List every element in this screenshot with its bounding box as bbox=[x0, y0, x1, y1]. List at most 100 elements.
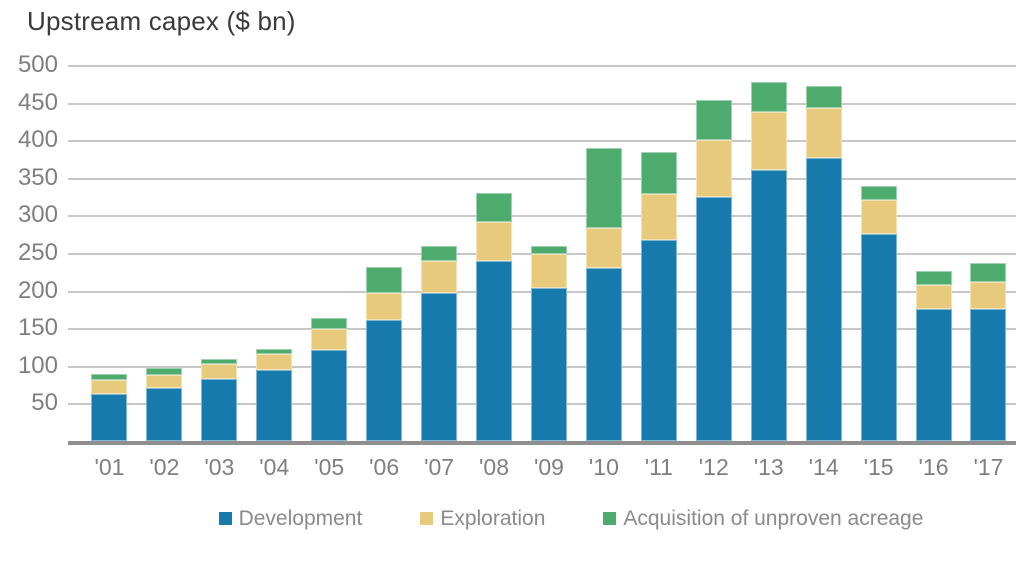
x-tick-label-08: '08 bbox=[479, 454, 510, 480]
bar-slot-12 bbox=[686, 65, 741, 441]
bar-segment-acquisition-12 bbox=[695, 100, 732, 141]
bar-slot-08 bbox=[467, 65, 522, 441]
gridline-400 bbox=[68, 140, 1016, 143]
bar-group-15 bbox=[860, 186, 897, 441]
bar-group-04 bbox=[256, 349, 293, 441]
bar-segment-exploration-10 bbox=[585, 228, 622, 269]
bar-segment-development-08 bbox=[476, 260, 513, 441]
bar-segment-exploration-04 bbox=[256, 353, 293, 370]
y-tick-label-50: 50 bbox=[31, 389, 58, 417]
bar-segment-exploration-11 bbox=[640, 193, 677, 241]
bar-segment-exploration-02 bbox=[146, 374, 183, 389]
bar-segment-exploration-07 bbox=[421, 260, 458, 293]
bar-segment-acquisition-02 bbox=[146, 368, 183, 375]
x-tick-label-07: '07 bbox=[424, 454, 455, 480]
bar-segment-acquisition-11 bbox=[640, 151, 677, 194]
bar-segment-development-02 bbox=[146, 388, 183, 441]
x-tick-label-09: '09 bbox=[533, 454, 564, 480]
legend-item-exploration: Exploration bbox=[420, 508, 545, 529]
bar-segment-exploration-05 bbox=[311, 328, 348, 351]
bar-slot-07 bbox=[412, 65, 467, 441]
bar-segment-development-17 bbox=[970, 309, 1007, 441]
bar-group-05 bbox=[311, 317, 348, 441]
x-tick-label-12: '12 bbox=[698, 454, 729, 480]
bar-segment-development-05 bbox=[311, 350, 348, 441]
x-tick-label-15: '15 bbox=[863, 454, 894, 480]
y-tick-label-100: 100 bbox=[17, 351, 58, 379]
bar-segment-acquisition-16 bbox=[915, 271, 952, 285]
bar-segment-exploration-03 bbox=[201, 363, 238, 379]
x-tick-label-03: '03 bbox=[204, 454, 235, 480]
x-tick-label-16: '16 bbox=[918, 454, 949, 480]
bar-segment-development-15 bbox=[860, 234, 897, 441]
gridline-350 bbox=[68, 177, 1016, 180]
bar-segment-development-13 bbox=[750, 170, 787, 441]
bar-segment-exploration-14 bbox=[805, 107, 842, 159]
bar-group-07 bbox=[421, 245, 458, 441]
legend-swatch-exploration-icon bbox=[420, 512, 434, 525]
bar-segment-acquisition-07 bbox=[421, 245, 458, 261]
bar-slot-05 bbox=[302, 65, 357, 441]
bar-segment-development-09 bbox=[530, 288, 567, 441]
bars-container bbox=[82, 65, 1016, 441]
legend-item-development: Development bbox=[218, 507, 363, 530]
x-tick-label-06: '06 bbox=[369, 454, 400, 480]
bar-segment-exploration-16 bbox=[915, 284, 952, 310]
bar-group-10 bbox=[585, 148, 622, 441]
bar-group-08 bbox=[476, 192, 513, 441]
legend-swatch-acquisition-icon bbox=[603, 512, 617, 525]
y-tick-label-500: 500 bbox=[17, 51, 58, 78]
bar-segment-development-12 bbox=[695, 196, 732, 441]
y-tick-label-350: 350 bbox=[17, 163, 58, 191]
legend-label-development: Development bbox=[238, 507, 363, 530]
bar-group-11 bbox=[640, 151, 677, 441]
bar-group-12 bbox=[695, 100, 732, 441]
x-tick-label-02: '02 bbox=[149, 454, 180, 480]
gridline-450 bbox=[68, 102, 1016, 105]
bar-segment-acquisition-01 bbox=[91, 374, 128, 381]
chart-title: Upstream capex ($ bn) bbox=[27, 6, 296, 36]
bar-group-02 bbox=[146, 368, 183, 441]
bar-slot-15 bbox=[851, 65, 906, 441]
y-tick-label-150: 150 bbox=[17, 314, 58, 342]
y-tick-label-400: 400 bbox=[17, 126, 58, 154]
bar-segment-acquisition-15 bbox=[860, 186, 897, 200]
bar-slot-09 bbox=[522, 65, 577, 441]
bar-slot-11 bbox=[631, 65, 686, 441]
bar-group-14 bbox=[805, 86, 842, 441]
bar-segment-exploration-17 bbox=[970, 282, 1007, 310]
x-tick-label-05: '05 bbox=[314, 454, 345, 480]
legend-item-acquisition: Acquisition of unproven acreage bbox=[603, 508, 923, 529]
bar-segment-exploration-06 bbox=[366, 292, 403, 320]
x-tick-label-13: '13 bbox=[753, 454, 784, 480]
y-tick-label-200: 200 bbox=[17, 276, 58, 304]
bar-segment-development-03 bbox=[201, 378, 238, 441]
bar-group-17 bbox=[970, 262, 1007, 441]
bar-segment-development-14 bbox=[805, 158, 842, 441]
x-axis-line bbox=[68, 441, 1016, 445]
bar-slot-14 bbox=[796, 65, 851, 441]
x-tick-label-10: '10 bbox=[588, 454, 619, 480]
plot-area bbox=[68, 65, 1016, 445]
bar-segment-exploration-13 bbox=[750, 112, 787, 171]
bar-segment-exploration-08 bbox=[476, 222, 513, 261]
bar-slot-06 bbox=[357, 65, 412, 441]
bar-segment-acquisition-04 bbox=[256, 349, 293, 354]
gridline-500 bbox=[68, 65, 1016, 67]
bar-segment-development-07 bbox=[421, 292, 458, 441]
bar-segment-development-04 bbox=[256, 369, 293, 441]
bar-segment-development-10 bbox=[585, 268, 622, 441]
bar-slot-13 bbox=[741, 65, 796, 441]
bar-group-01 bbox=[91, 374, 128, 441]
bar-group-09 bbox=[530, 245, 567, 441]
x-axis-labels: '01 '02 '03 '04 '05 '06 '07 '08 '09 '10 '11 '12 '13 '… bbox=[82, 454, 1016, 482]
bar-group-16 bbox=[915, 271, 952, 441]
legend: Development Exploration Acquisition of unp… bbox=[0, 508, 1030, 529]
bar-slot-01 bbox=[82, 65, 137, 441]
x-tick-label-14: '14 bbox=[808, 454, 839, 480]
bar-segment-acquisition-08 bbox=[476, 192, 513, 223]
legend-label-exploration: Exploration bbox=[440, 507, 546, 530]
y-tick-label-450: 450 bbox=[17, 88, 58, 116]
legend-label-acquisition: Acquisition of unproven acreage bbox=[623, 507, 924, 530]
legend-swatch-development-icon bbox=[218, 512, 232, 525]
